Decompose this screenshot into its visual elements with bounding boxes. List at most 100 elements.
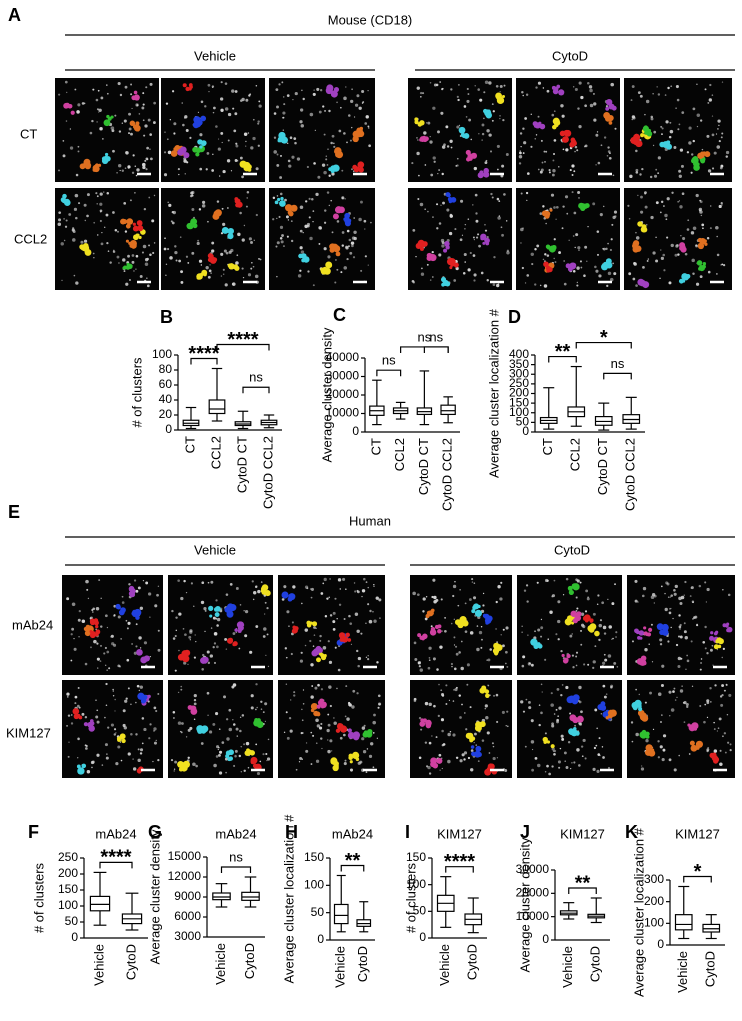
- cluster: [185, 86, 190, 92]
- y-tick-label: 15000: [168, 849, 202, 863]
- cluster: [137, 220, 143, 226]
- speck: [614, 127, 617, 130]
- speck: [360, 269, 363, 272]
- speck: [470, 749, 474, 752]
- speck: [692, 139, 695, 143]
- x-tick-label: CytoD: [123, 944, 138, 980]
- speck: [567, 741, 571, 744]
- speck: [709, 687, 712, 690]
- cluster: [132, 124, 138, 130]
- speck: [469, 706, 472, 709]
- speck: [540, 618, 543, 621]
- speck: [582, 738, 586, 743]
- speck: [607, 150, 611, 153]
- speck: [584, 245, 588, 249]
- speck: [554, 261, 557, 264]
- speck: [292, 99, 294, 101]
- speck: [426, 263, 429, 266]
- cluster: [189, 85, 193, 89]
- speck: [480, 626, 483, 628]
- speck: [224, 757, 228, 761]
- speck: [295, 768, 298, 771]
- speck: [683, 594, 685, 596]
- speck: [299, 108, 304, 112]
- speck: [279, 237, 283, 240]
- speck: [602, 205, 605, 208]
- speck: [220, 252, 224, 256]
- speck: [463, 758, 466, 761]
- speck: [122, 709, 126, 713]
- chart-title: mAb24: [95, 826, 136, 841]
- significance-bracket: [575, 341, 632, 349]
- group-title: Mouse (CD18): [328, 12, 413, 27]
- cluster: [250, 759, 256, 765]
- speck: [125, 282, 129, 286]
- speck: [124, 230, 128, 233]
- speck: [500, 634, 502, 636]
- speck: [428, 657, 431, 659]
- speck: [589, 88, 593, 93]
- speck: [468, 598, 472, 601]
- speck: [334, 597, 337, 600]
- speck: [645, 223, 648, 226]
- speck: [411, 162, 414, 165]
- speck: [544, 658, 547, 661]
- speck: [525, 191, 529, 195]
- speck: [599, 754, 601, 757]
- cluster: [552, 88, 559, 95]
- speck: [165, 263, 168, 265]
- speck: [203, 607, 207, 611]
- speck: [141, 251, 145, 254]
- speck: [497, 216, 501, 220]
- speck: [306, 224, 310, 228]
- speck: [309, 639, 312, 643]
- speck: [551, 595, 554, 598]
- speck: [605, 247, 608, 251]
- cluster: [472, 605, 477, 610]
- speck: [312, 92, 316, 96]
- speck: [77, 103, 81, 107]
- speck: [705, 601, 707, 603]
- speck: [602, 625, 607, 630]
- speck: [255, 167, 259, 171]
- speck: [188, 635, 192, 639]
- speck: [252, 118, 255, 121]
- speck: [207, 220, 209, 223]
- speck: [453, 618, 456, 621]
- speck: [75, 216, 78, 220]
- speck: [416, 593, 420, 597]
- speck: [173, 132, 176, 135]
- speck: [312, 210, 315, 213]
- speck: [106, 669, 108, 672]
- speck: [649, 691, 652, 695]
- speck: [718, 204, 722, 209]
- speck: [170, 758, 174, 762]
- speck: [341, 169, 344, 172]
- speck: [197, 239, 200, 242]
- speck: [137, 586, 141, 590]
- speck: [455, 756, 459, 760]
- speck: [76, 704, 80, 708]
- speck: [573, 170, 576, 173]
- cluster: [208, 605, 214, 611]
- speck: [545, 150, 548, 153]
- speck: [637, 194, 639, 197]
- speck: [630, 99, 633, 102]
- speck: [109, 261, 112, 264]
- speck: [450, 88, 453, 91]
- speck: [540, 168, 544, 172]
- significance-label: ****: [444, 851, 475, 873]
- speck: [130, 93, 133, 96]
- speck: [241, 175, 244, 179]
- speck: [167, 201, 170, 204]
- cluster: [481, 685, 487, 691]
- speck: [187, 756, 190, 759]
- speck: [365, 622, 367, 624]
- speck: [260, 581, 263, 583]
- speck: [429, 140, 433, 144]
- speck: [117, 745, 121, 749]
- cluster: [137, 769, 142, 774]
- speck: [372, 766, 375, 769]
- speck: [502, 628, 505, 631]
- speck: [709, 227, 712, 230]
